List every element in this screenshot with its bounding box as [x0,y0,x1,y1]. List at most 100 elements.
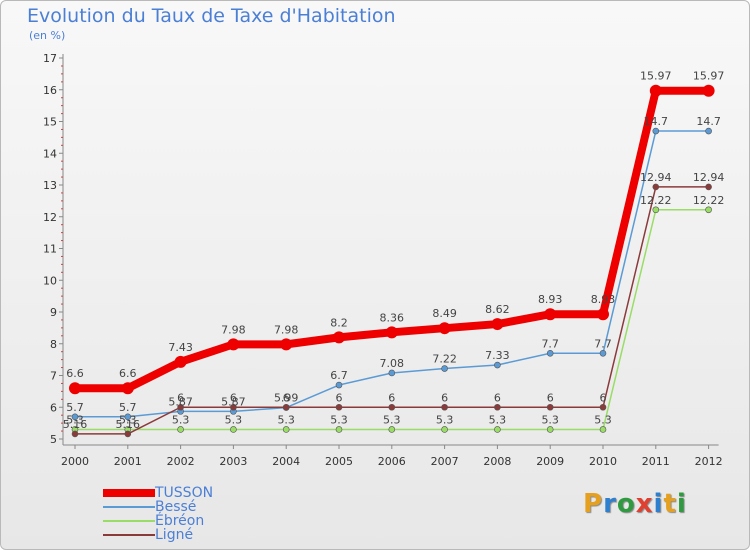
data-label: 7.98 [221,323,246,336]
data-label: 7.7 [594,337,612,350]
data-label: 12.94 [693,171,725,184]
x-tick-label: 2006 [378,455,406,468]
data-label: 5.3 [489,413,507,426]
data-label: 8.93 [538,293,563,306]
y-tick-label: 15 [43,116,57,129]
y-tick-label: 16 [43,84,57,97]
data-label: 6 [177,391,184,404]
data-label: 6 [441,391,448,404]
data-point [441,365,448,372]
data-label: 7.43 [168,341,193,354]
data-point [227,338,240,351]
data-point [705,127,712,135]
data-label: 8.93 [591,293,616,306]
y-tick-label: 11 [43,243,57,256]
series-tusson [69,84,715,395]
data-point [335,403,343,411]
data-label: 5.87 [221,395,246,408]
data-label: 6.6 [66,367,84,380]
x-tick-label: 2005 [325,455,353,468]
data-label: 5.3 [541,413,559,426]
data-label: 5.3 [436,413,454,426]
data-point [71,413,79,421]
data-point [385,326,398,339]
y-tick-label: 10 [43,274,57,287]
legend-swatch [103,520,155,522]
data-label: 12.94 [640,171,672,184]
data-point [599,426,607,433]
data-point [491,318,504,331]
data-label: 6 [547,391,554,404]
data-label: 15.97 [640,70,672,83]
data-label: 14.7 [644,115,669,128]
data-label: 7.7 [541,337,559,350]
data-point [705,206,712,214]
y-tick-label: 5 [50,433,57,446]
y-tick-label: 17 [43,52,57,65]
chart-title: Evolution du Taux de Taxe d'Habitation [27,5,396,27]
data-point [335,381,343,389]
data-label: 5.87 [168,395,193,408]
data-point [388,426,396,433]
legend-label: Ligné [155,527,194,543]
data-point [282,426,290,433]
data-point [438,322,451,335]
data-label: 6 [230,391,237,404]
x-tick-label: 2004 [272,455,300,468]
data-label: 5.3 [330,413,348,426]
data-point [494,426,501,433]
y-tick-label: 7 [50,370,57,383]
x-tick-label: 2001 [114,455,142,468]
legend-label: Bessé [155,499,197,515]
x-tick-label: 2003 [219,455,247,468]
data-label: 5.3 [172,413,190,426]
x-tick-label: 2010 [589,455,617,468]
data-point [230,403,237,411]
data-point [652,127,660,135]
data-label: 8.36 [380,311,405,324]
y-tick-label: 9 [50,306,57,319]
data-label: 5.7 [119,401,137,414]
x-tick-label: 2007 [431,455,459,468]
logo-letter: x [635,489,654,519]
legend-label: TUSSON [155,485,214,501]
data-label: 5.16 [116,418,141,431]
data-label: 12.22 [640,194,672,207]
data-label: 12.22 [693,194,725,207]
data-label: 7.33 [485,349,510,362]
logo-letter: i [676,489,687,519]
data-point [652,206,660,214]
data-point [652,183,660,191]
data-point [282,403,290,411]
data-point [388,369,396,377]
logo-letter: o [616,489,636,519]
data-label: 5.99 [274,392,299,405]
y-tick-label: 12 [43,211,57,224]
data-point [177,426,184,433]
data-label: 6.7 [330,369,348,382]
data-point [705,183,712,191]
x-tick-label: 2002 [167,455,195,468]
data-point [335,426,343,433]
data-point [599,349,607,357]
data-label: 8.49 [432,307,457,320]
data-point [124,413,132,421]
data-label: 5.3 [119,413,137,426]
data-point [177,403,184,411]
data-point [546,349,554,357]
unit-label: (en %) [29,29,66,42]
legend-swatch [103,506,155,508]
data-label: 6 [600,391,607,404]
data-point [230,426,237,433]
data-point [441,426,448,433]
y-tick-label: 6 [50,401,57,414]
series-bessé [71,127,712,421]
data-label: 7.98 [274,323,299,336]
series-ébréon [71,206,712,433]
y-tick-label: 13 [43,179,57,192]
logo-letter: r [603,489,617,519]
data-label: 5.3 [277,413,295,426]
data-point [494,361,501,369]
